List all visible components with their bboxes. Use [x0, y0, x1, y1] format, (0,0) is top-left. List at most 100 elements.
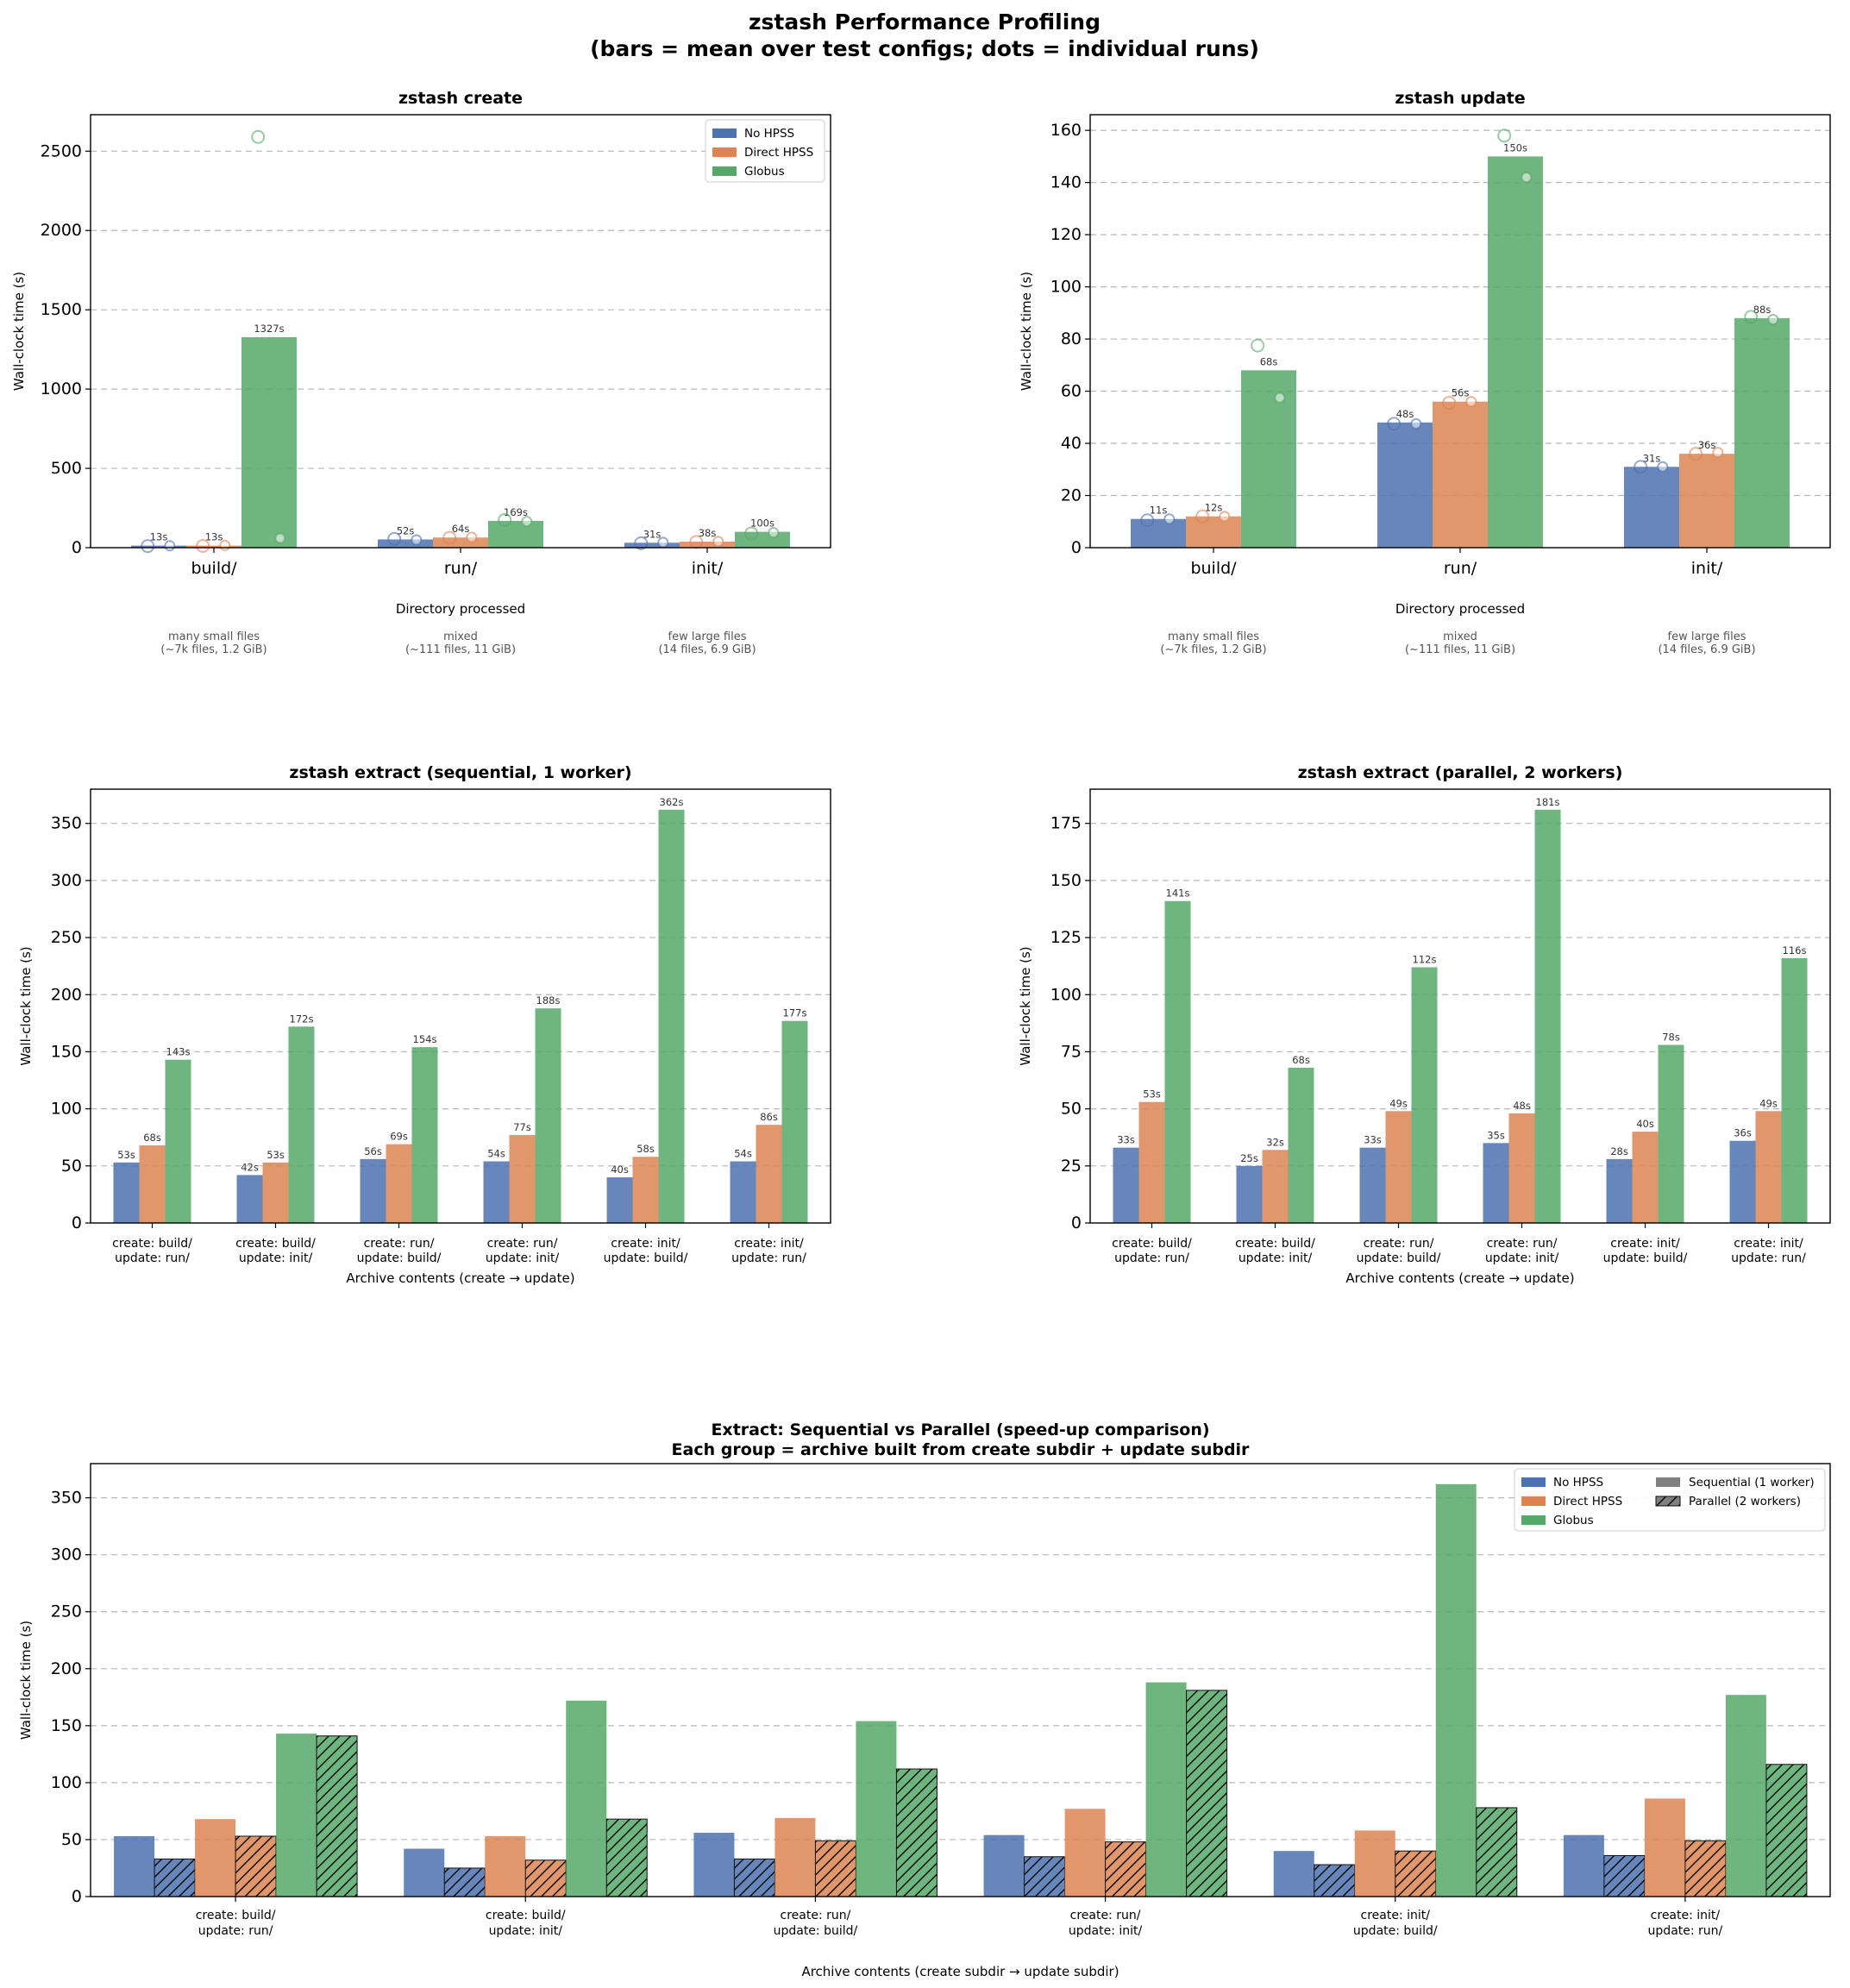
- run-dot: [1521, 172, 1533, 184]
- x-tick-label-line1: create: init/: [1651, 1909, 1721, 1922]
- panel-title-line2: Each group = archive built from create s…: [672, 1440, 1251, 1459]
- panel-title: zstash create: [398, 89, 523, 108]
- category-subtitle-line1: mixed: [443, 630, 478, 643]
- bar-parallel-hatch-no_hpss: [1314, 1864, 1356, 1897]
- run-dot: [466, 531, 478, 543]
- bar-sequential-globus: [1145, 1682, 1187, 1897]
- bar-direct_hpss: [1385, 1111, 1412, 1223]
- y-tick-label: 2000: [41, 221, 82, 240]
- bar-parallel-hatch-direct_hpss: [814, 1840, 856, 1897]
- y-tick-label: 100: [1050, 278, 1082, 297]
- bar-sequential-no_hpss: [693, 1833, 735, 1897]
- bar-parallel-hatch-globus: [1476, 1807, 1518, 1897]
- y-tick-label: 250: [51, 1602, 82, 1621]
- bar-direct_hpss: [1755, 1111, 1782, 1223]
- y-axis-label: Wall-clock time (s): [18, 946, 34, 1065]
- data-label: 31s: [1643, 452, 1661, 464]
- run-dot: [1465, 396, 1477, 408]
- bar-globus: [165, 1059, 191, 1223]
- figure-title-line1: zstash Performance Profiling: [749, 9, 1101, 34]
- data-label: 48s: [1396, 408, 1414, 420]
- category-subtitle-line1: many small files: [168, 630, 260, 643]
- bar-no_hpss: [1729, 1140, 1756, 1223]
- bar-globus: [1734, 317, 1790, 548]
- data-label: 25s: [1240, 1152, 1258, 1164]
- bar-parallel-hatch-no_hpss: [733, 1858, 775, 1897]
- data-label: 116s: [1783, 944, 1807, 956]
- run-dot: [521, 516, 533, 528]
- y-tick-label: 25: [1061, 1157, 1082, 1176]
- data-label: 13s: [150, 531, 168, 543]
- figure-title-line2: (bars = mean over test configs; dots = i…: [590, 36, 1259, 61]
- run-dot: [164, 540, 176, 552]
- y-tick-label: 350: [51, 814, 82, 833]
- data-label: 188s: [536, 994, 561, 1007]
- x-tick-label-line1: create: build/: [1235, 1237, 1315, 1251]
- run-dot: [1219, 511, 1231, 523]
- panel-extract_seq: 0 50 100 150 200 250 300 350 53s 68s 143s create: b…: [18, 763, 831, 1286]
- bar-direct_hpss: [1679, 454, 1734, 548]
- data-label: 31s: [643, 528, 662, 540]
- bar-no_hpss: [378, 539, 433, 548]
- bar-parallel-hatch-direct_hpss: [235, 1835, 277, 1897]
- run-dot: [251, 129, 266, 144]
- y-tick-label: 125: [1050, 928, 1082, 947]
- y-tick-label: 150: [51, 1042, 82, 1061]
- legend-swatch-direct_hpss: [712, 147, 737, 157]
- legend-label-no_hpss: No HPSS: [744, 127, 794, 141]
- x-tick-label-line2: update: build/: [1357, 1251, 1441, 1265]
- y-tick-label: 50: [1061, 1100, 1082, 1119]
- bar-globus: [488, 520, 543, 548]
- x-tick-label-line1: create: build/: [235, 1237, 316, 1251]
- x-tick-label-line2: update: init/: [1239, 1251, 1313, 1265]
- run-dot: [1442, 396, 1457, 411]
- y-tick-label: 200: [51, 1659, 82, 1678]
- y-tick-label: 100: [51, 1773, 82, 1792]
- data-label: 68s: [1292, 1054, 1310, 1066]
- bar-parallel-hatch-direct_hpss: [1684, 1840, 1727, 1897]
- run-dot: [1744, 310, 1759, 324]
- bar-direct_hpss: [509, 1135, 536, 1223]
- y-tick-label: 100: [51, 1100, 82, 1119]
- bar-sequential-no_hpss: [404, 1848, 445, 1897]
- x-tick-label-line1: create: run/: [1487, 1237, 1558, 1251]
- x-tick-label: build/: [191, 559, 237, 578]
- run-dot: [387, 531, 402, 546]
- legend-label-direct_hpss: Direct HPSS: [744, 146, 813, 160]
- bar-no_hpss: [483, 1161, 510, 1223]
- y-tick-label: 0: [72, 1213, 82, 1232]
- y-tick-label: 2500: [41, 141, 82, 160]
- y-tick-label: 50: [61, 1830, 82, 1849]
- y-tick-label: 175: [1050, 814, 1082, 833]
- bar-sequential-direct_hpss: [195, 1819, 236, 1897]
- bar-globus: [1241, 370, 1296, 548]
- data-label: 56s: [364, 1145, 382, 1157]
- x-axis-label: Archive contents (create subdir → update…: [801, 1964, 1119, 1979]
- x-tick-label-line2: update: run/: [115, 1251, 190, 1265]
- bar-globus: [735, 531, 790, 548]
- data-label: 53s: [117, 1149, 135, 1161]
- data-label: 362s: [660, 796, 684, 808]
- legend-label-globus: Globus: [744, 165, 785, 179]
- x-tick-label-line1: create: build/: [486, 1909, 566, 1922]
- bar-parallel-hatch-globus: [605, 1818, 648, 1897]
- y-tick-label: 0: [1071, 538, 1082, 557]
- data-label: 78s: [1662, 1032, 1680, 1044]
- bar-parallel-hatch-direct_hpss: [1395, 1850, 1437, 1897]
- data-label: 32s: [1266, 1136, 1284, 1148]
- run-dot: [141, 539, 155, 554]
- run-dot: [1195, 509, 1210, 524]
- bar-globus: [1488, 156, 1543, 548]
- x-tick-label-line2: update: run/: [1648, 1924, 1723, 1938]
- bar-sequential-globus: [1435, 1483, 1477, 1897]
- bar-direct_hpss: [680, 542, 735, 548]
- legend-swatch-no_hpss: [712, 129, 737, 138]
- run-dot: [498, 512, 512, 527]
- bar-globus: [1164, 900, 1191, 1223]
- axes-frame: [1089, 788, 1831, 1224]
- bar-no_hpss: [131, 545, 186, 548]
- run-dot: [712, 536, 724, 548]
- bar-sequential-no_hpss: [1563, 1834, 1604, 1897]
- y-tick-label: 300: [51, 871, 82, 890]
- bar-no_hpss: [1131, 518, 1186, 548]
